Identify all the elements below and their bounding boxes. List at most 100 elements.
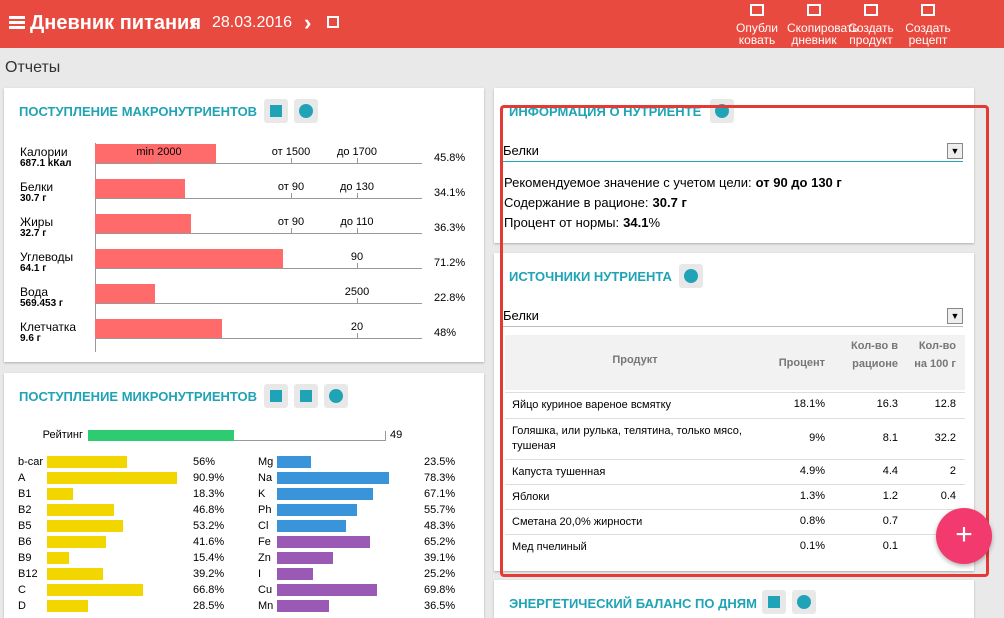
- micro-bar: [277, 456, 311, 468]
- info-label: Содержание в рационе:: [504, 195, 649, 210]
- menu-icon[interactable]: [9, 16, 25, 19]
- scale-line: [95, 233, 422, 234]
- nutrient-amount: 64.1 г: [20, 263, 47, 274]
- nutrient-amount: 9.6 г: [20, 333, 41, 344]
- micro-percent: 78.3%: [424, 472, 456, 484]
- micro-name: B12: [18, 568, 38, 580]
- column-header: Процент: [778, 357, 825, 369]
- micro-bar: [47, 488, 74, 500]
- axis-line: [95, 143, 96, 352]
- micro-bar: [277, 472, 389, 484]
- micro-name: B5: [18, 520, 32, 532]
- table-cell: 4.4: [882, 464, 898, 477]
- scale-label: от 90: [277, 181, 305, 193]
- macro-bar: [95, 319, 222, 338]
- help-button[interactable]: [324, 384, 348, 408]
- nutrient-name: Калории: [20, 145, 68, 159]
- micro-name: Cl: [258, 520, 269, 532]
- column-header: Кол-во на 100 г: [914, 340, 956, 370]
- table-cell: 2: [949, 464, 956, 477]
- action-icon: [864, 4, 878, 16]
- micro-name: Zn: [258, 552, 271, 564]
- micro-name: Cu: [258, 584, 273, 596]
- rating-bar: [88, 430, 234, 441]
- info-value: от 90 до 130 г: [755, 175, 842, 190]
- table-cell: Яйцо куриное вареное всмятку: [512, 399, 672, 411]
- scale-tick: [291, 193, 292, 198]
- micro-name: Mn: [258, 600, 274, 612]
- calendar-button[interactable]: [264, 99, 288, 123]
- action-button[interactable]: Скопировать дневник: [787, 2, 859, 47]
- scale-label: 20: [350, 321, 364, 333]
- micro-percent: 25.2%: [424, 568, 456, 580]
- info-suffix: %: [648, 215, 660, 230]
- action-button[interactable]: Опубли ковать: [730, 2, 784, 47]
- scale-label: от 90: [277, 216, 305, 228]
- scale-label: от 1500: [271, 146, 311, 158]
- micro-bar: [47, 600, 88, 612]
- table-cell: 32.2: [934, 431, 956, 444]
- micro-bar: [277, 552, 333, 564]
- action-button[interactable]: Создать рецепт: [901, 2, 955, 47]
- action-label: Опубли: [735, 21, 778, 35]
- help-button[interactable]: [679, 264, 703, 288]
- app-title: Дневник питания: [30, 12, 202, 34]
- info-value: 34.1: [623, 215, 649, 230]
- calendar-icon[interactable]: [327, 16, 339, 28]
- action-label: продукт: [849, 33, 893, 47]
- date: 28.03.2016: [212, 14, 293, 31]
- micro-percent: 69.8%: [424, 584, 456, 596]
- table-header-bg: [505, 335, 965, 390]
- percent-label: 22.8%: [434, 292, 466, 304]
- nutrient-select[interactable]: Белки ▼: [503, 308, 963, 327]
- macro-panel: [4, 88, 484, 362]
- scale-line: [95, 338, 422, 339]
- micro-name: B6: [18, 536, 32, 548]
- nutrient-select[interactable]: Белки ▼: [503, 143, 963, 162]
- micro-bar: [47, 568, 104, 580]
- info-line: Рекомендуемое значение с учетом цели: от …: [504, 175, 842, 190]
- panel-title: ЭНЕРГЕТИЧЕСКИЙ БАЛАНС ПО ДНЯМ: [509, 596, 757, 611]
- calendar-button[interactable]: [294, 384, 318, 408]
- action-icon: [921, 4, 935, 16]
- action-label: рецепт: [908, 33, 948, 47]
- macro-bar: [95, 249, 283, 268]
- action-button[interactable]: Создать продукт: [844, 2, 898, 47]
- action-icon: [750, 4, 764, 16]
- micro-bar: [277, 600, 330, 612]
- row-divider: [505, 392, 965, 393]
- panel-title: ПОСТУПЛЕНИЕ МАКРОНУТРИЕНТОВ: [19, 104, 258, 119]
- nutrient-name: Клетчатка: [20, 320, 77, 334]
- table-cell: 18.1%: [793, 398, 825, 410]
- calendar-button[interactable]: [762, 590, 786, 614]
- micro-name: B9: [18, 552, 32, 564]
- rating-label: Рейтинг: [42, 429, 83, 441]
- help-button[interactable]: [294, 99, 318, 123]
- micro-bar: [47, 456, 128, 468]
- micro-name: I: [258, 568, 262, 580]
- micro-name: K: [258, 488, 266, 500]
- nutrient-name: Углеводы: [20, 250, 74, 264]
- next-date[interactable]: ›: [304, 10, 312, 35]
- scale-tick: [357, 193, 358, 198]
- micro-name: b-car: [18, 456, 44, 468]
- micro-percent: 48.3%: [424, 520, 456, 532]
- action-label: ковать: [738, 33, 776, 47]
- prev-date[interactable]: ‹: [190, 10, 198, 35]
- micro-bar: [47, 536, 107, 548]
- energy-panel: [494, 580, 974, 618]
- percent-label: 71.2%: [434, 257, 466, 269]
- scale-label: 2500: [344, 286, 370, 298]
- table-button[interactable]: [264, 384, 288, 408]
- rating-end: [385, 431, 386, 441]
- row-divider: [505, 509, 965, 510]
- row-divider: [505, 459, 965, 460]
- table-cell: Мед пчелиный: [512, 540, 587, 553]
- add-button[interactable]: +: [936, 508, 992, 564]
- help-button[interactable]: [792, 590, 816, 614]
- micro-name: D: [18, 600, 26, 612]
- table-cell: 0.8%: [799, 514, 825, 527]
- rating-value: 49: [390, 429, 403, 441]
- micro-percent: 90.9%: [193, 472, 225, 484]
